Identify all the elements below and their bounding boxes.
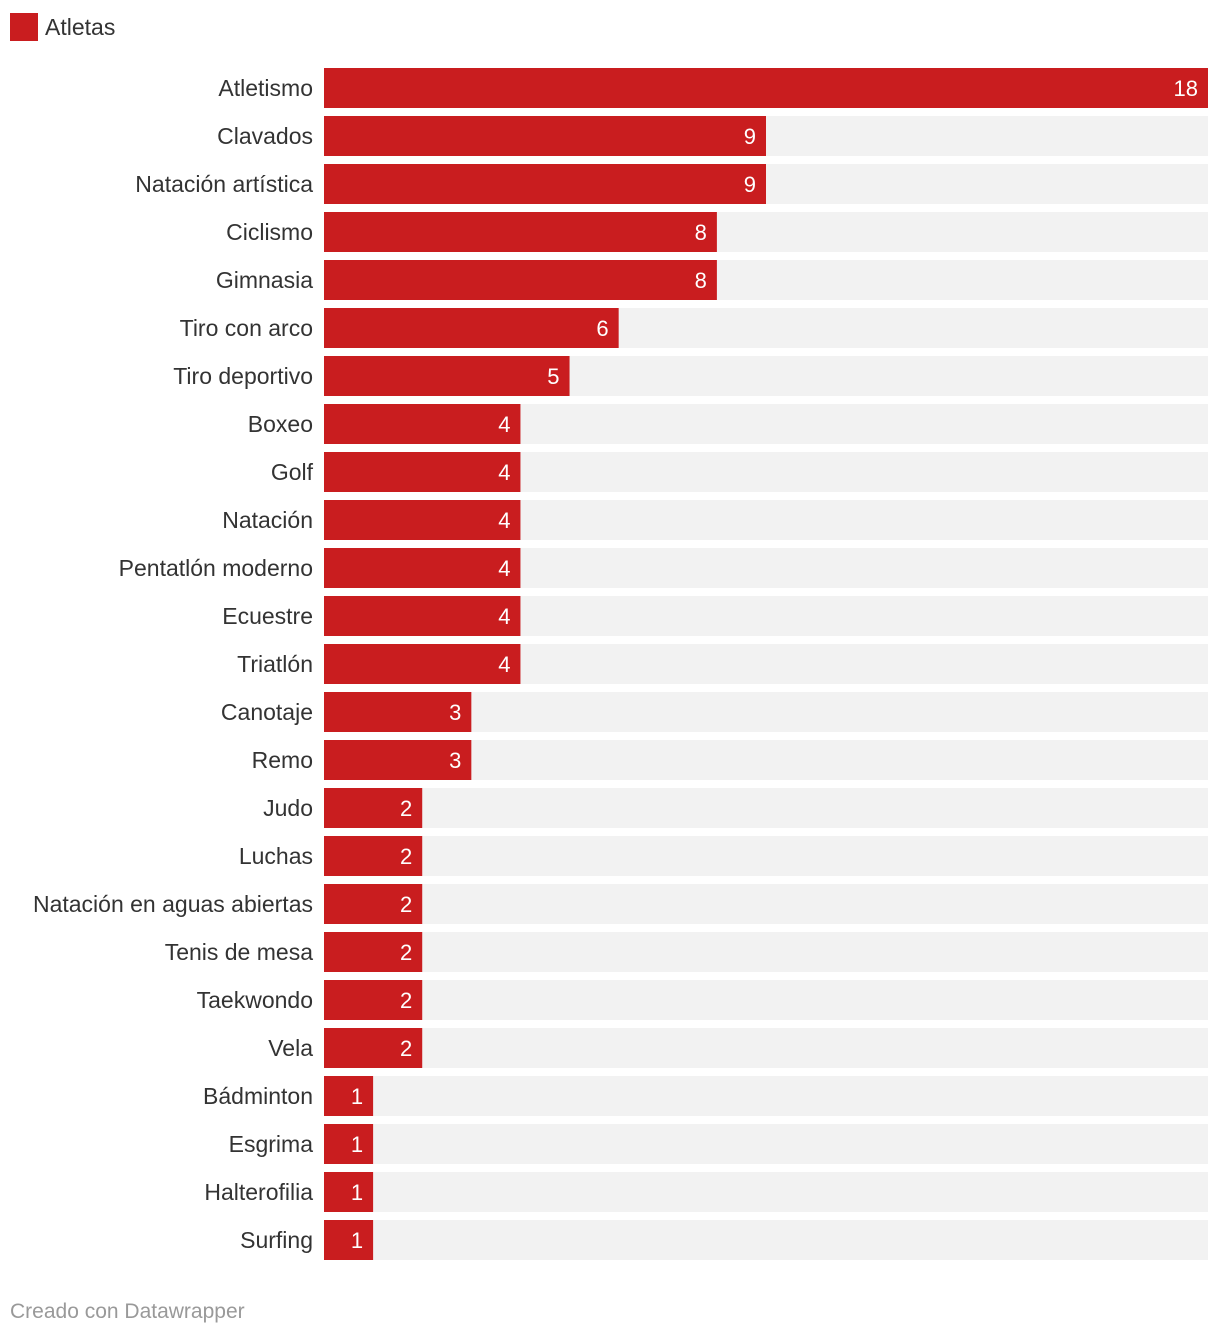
value-label: 2 — [400, 796, 412, 821]
value-label: 4 — [498, 460, 510, 485]
bar — [324, 1028, 423, 1068]
bar-track — [324, 980, 1208, 1020]
bar-track — [324, 836, 1208, 876]
value-label: 3 — [449, 700, 461, 725]
value-label: 9 — [744, 124, 756, 149]
category-label: Taekwondo — [197, 987, 313, 1013]
bar-track — [324, 740, 1208, 780]
category-label: Bádminton — [203, 1083, 313, 1109]
bar-track — [324, 932, 1208, 972]
value-label: 1 — [351, 1132, 363, 1157]
value-label: 4 — [498, 652, 510, 677]
bar — [324, 164, 766, 204]
category-label: Natación artística — [135, 171, 313, 197]
bar — [324, 884, 423, 924]
footer-credit: Creado con Datawrapper — [10, 1300, 245, 1323]
category-label: Surfing — [240, 1227, 313, 1253]
bar — [324, 452, 521, 492]
category-label: Natación en aguas abiertas — [33, 891, 313, 917]
value-label: 8 — [695, 268, 707, 293]
category-label: Gimnasia — [216, 267, 313, 293]
bar — [324, 212, 717, 252]
value-label: 9 — [744, 172, 756, 197]
category-label: Golf — [271, 459, 314, 485]
value-label: 2 — [400, 1036, 412, 1061]
category-label: Luchas — [239, 843, 313, 869]
value-label: 1 — [351, 1180, 363, 1205]
bar-track — [324, 884, 1208, 924]
bar — [324, 788, 423, 828]
category-label: Atletismo — [218, 75, 313, 101]
bar-track — [324, 1076, 1208, 1116]
value-label: 2 — [400, 844, 412, 869]
bar — [324, 356, 570, 396]
category-label: Natación — [222, 507, 313, 533]
category-label: Judo — [263, 795, 313, 821]
bar-track — [324, 692, 1208, 732]
bar-track — [324, 1220, 1208, 1260]
category-label: Vela — [268, 1035, 313, 1061]
bar — [324, 500, 521, 540]
bar — [324, 116, 766, 156]
value-label: 2 — [400, 940, 412, 965]
category-label: Pentatlón moderno — [119, 555, 313, 581]
value-label: 5 — [547, 364, 559, 389]
legend-label: Atletas — [45, 13, 116, 40]
bar — [324, 1076, 374, 1116]
category-label: Triatlón — [237, 651, 313, 677]
value-label: 4 — [498, 412, 510, 437]
category-label: Ciclismo — [226, 219, 313, 245]
value-label: 1 — [351, 1228, 363, 1253]
category-label: Halterofilia — [204, 1179, 313, 1205]
bar — [324, 1172, 374, 1212]
category-label: Remo — [252, 747, 313, 773]
bar — [324, 404, 521, 444]
bar — [324, 596, 521, 636]
bar — [324, 644, 521, 684]
bar-track — [324, 788, 1208, 828]
category-label: Tiro deportivo — [173, 363, 313, 389]
value-label: 6 — [596, 316, 608, 341]
bar — [324, 1220, 374, 1260]
bar-track — [324, 1028, 1208, 1068]
bar — [324, 980, 423, 1020]
category-label: Tenis de mesa — [165, 939, 314, 965]
value-label: 1 — [351, 1084, 363, 1109]
value-label: 2 — [400, 892, 412, 917]
bar — [324, 308, 619, 348]
value-label: 4 — [498, 556, 510, 581]
bar — [324, 260, 717, 300]
value-label: 3 — [449, 748, 461, 773]
bar — [324, 692, 472, 732]
bar — [324, 740, 472, 780]
category-label: Tiro con arco — [180, 315, 313, 341]
bar — [324, 1124, 374, 1164]
bar-track — [324, 1172, 1208, 1212]
value-label: 4 — [498, 508, 510, 533]
legend: Atletas — [10, 12, 115, 42]
value-label: 8 — [695, 220, 707, 245]
value-label: 18 — [1174, 76, 1198, 101]
category-label: Canotaje — [221, 699, 313, 725]
bar — [324, 548, 521, 588]
bar-track — [324, 1124, 1208, 1164]
bar — [324, 836, 423, 876]
value-label: 2 — [400, 988, 412, 1013]
category-label: Clavados — [217, 123, 313, 149]
bar — [324, 932, 423, 972]
legend-swatch — [10, 13, 38, 41]
category-label: Ecuestre — [222, 603, 313, 629]
category-label: Boxeo — [248, 411, 313, 437]
value-label: 4 — [498, 604, 510, 629]
category-label: Esgrima — [229, 1131, 314, 1157]
bar — [324, 68, 1208, 108]
